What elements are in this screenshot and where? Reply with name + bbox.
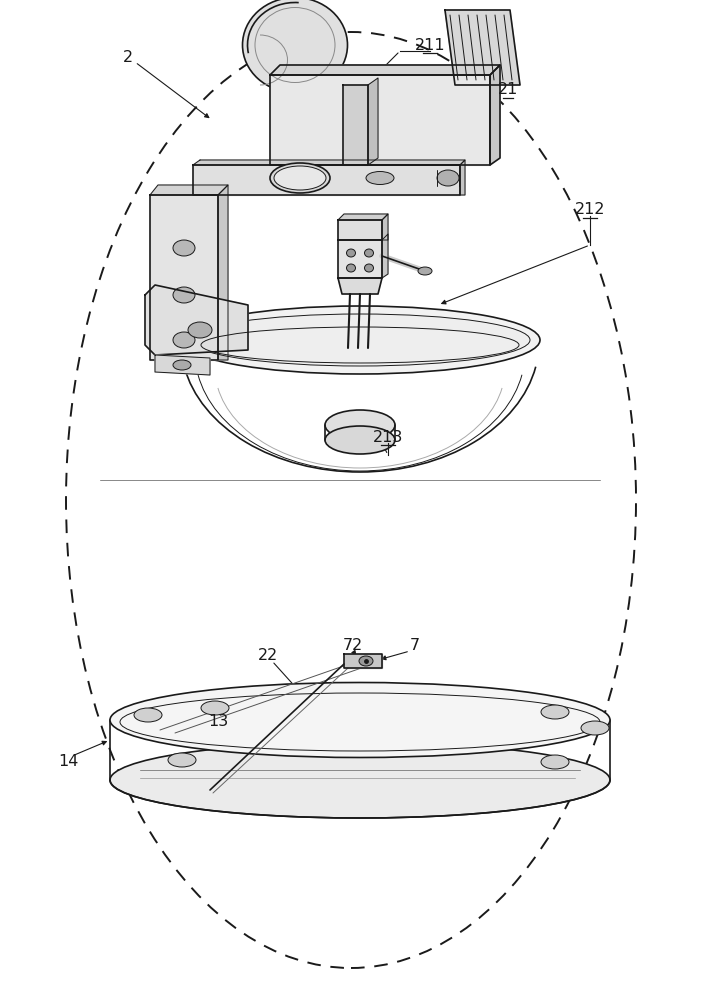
Text: 13: 13	[208, 714, 228, 730]
Polygon shape	[150, 195, 218, 360]
Ellipse shape	[364, 264, 373, 272]
Ellipse shape	[173, 287, 195, 303]
Polygon shape	[338, 240, 382, 278]
Text: 21: 21	[498, 83, 518, 98]
Ellipse shape	[134, 708, 162, 722]
Ellipse shape	[418, 267, 432, 275]
Text: 14: 14	[58, 754, 78, 770]
Ellipse shape	[274, 166, 326, 190]
Polygon shape	[150, 185, 228, 195]
Polygon shape	[368, 78, 378, 165]
Ellipse shape	[270, 163, 330, 193]
Polygon shape	[382, 214, 388, 240]
Ellipse shape	[242, 0, 347, 93]
Ellipse shape	[325, 410, 395, 440]
Ellipse shape	[110, 682, 610, 758]
Text: 211: 211	[415, 37, 445, 52]
Ellipse shape	[347, 249, 355, 257]
Text: 212: 212	[575, 202, 605, 218]
Ellipse shape	[366, 172, 394, 184]
Ellipse shape	[359, 656, 373, 666]
Ellipse shape	[190, 314, 530, 366]
Ellipse shape	[347, 264, 355, 272]
Polygon shape	[343, 85, 368, 165]
Polygon shape	[338, 214, 388, 220]
Ellipse shape	[110, 742, 610, 818]
Ellipse shape	[541, 755, 569, 769]
Text: 2: 2	[123, 49, 133, 64]
Polygon shape	[145, 285, 248, 355]
Ellipse shape	[364, 249, 373, 257]
Ellipse shape	[325, 426, 395, 454]
Ellipse shape	[581, 721, 609, 735]
Polygon shape	[460, 160, 465, 195]
Polygon shape	[193, 160, 465, 165]
Polygon shape	[382, 234, 388, 278]
Polygon shape	[270, 65, 500, 75]
Text: 7: 7	[410, 638, 420, 652]
Ellipse shape	[541, 705, 569, 719]
Polygon shape	[490, 65, 500, 165]
Polygon shape	[193, 165, 460, 195]
Polygon shape	[155, 355, 210, 375]
Ellipse shape	[437, 170, 459, 186]
Text: 72: 72	[343, 638, 363, 652]
Ellipse shape	[173, 332, 195, 348]
Ellipse shape	[180, 306, 540, 374]
Polygon shape	[445, 10, 520, 85]
Polygon shape	[344, 654, 382, 668]
Ellipse shape	[168, 753, 196, 767]
Ellipse shape	[201, 701, 229, 715]
Ellipse shape	[188, 322, 212, 338]
Ellipse shape	[173, 240, 195, 256]
Text: 22: 22	[258, 648, 278, 662]
Text: 213: 213	[373, 430, 403, 444]
Polygon shape	[270, 75, 490, 165]
Polygon shape	[218, 185, 228, 360]
Polygon shape	[338, 278, 382, 294]
Ellipse shape	[173, 360, 191, 370]
Polygon shape	[338, 220, 382, 240]
